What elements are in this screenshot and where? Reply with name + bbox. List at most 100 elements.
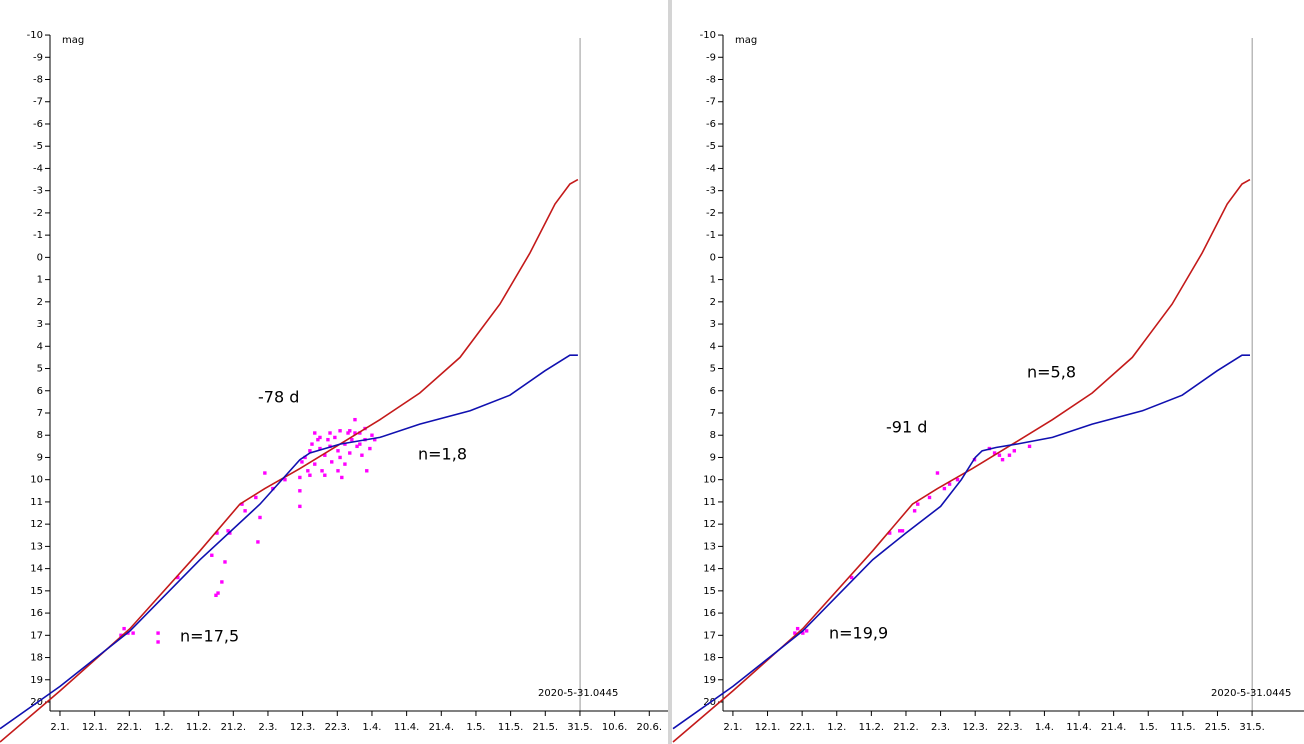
y-tick-label: 11 <box>30 497 43 508</box>
data-point <box>350 437 354 442</box>
y-tick-label: 9 <box>710 452 716 463</box>
y-tick-label: 4 <box>710 341 716 352</box>
data-point <box>935 471 940 475</box>
y-tick-label: 4 <box>37 341 43 352</box>
data-point <box>346 431 350 435</box>
data-point <box>373 437 377 442</box>
panel: -10-9-8-7-6-5-4-3-2-10123456789101112131… <box>672 30 1304 743</box>
x-tick-label: 1.4. <box>362 722 381 733</box>
x-tick-label: 21.5. <box>533 722 558 733</box>
y-tick-label: -2 <box>33 208 43 219</box>
data-point <box>355 444 359 449</box>
y-tick-label: -3 <box>33 186 43 197</box>
x-tick-label: 21.2. <box>221 722 246 733</box>
x-tick-label: 22.1. <box>789 722 814 733</box>
y-tick-label: 19 <box>30 675 43 686</box>
x-tick-label: 22.1. <box>117 722 142 733</box>
y-tick-label: 5 <box>710 364 716 375</box>
x-tick-label: 2.3. <box>931 722 950 733</box>
x-tick-label: 1.4. <box>1035 722 1054 733</box>
data-point <box>122 626 126 631</box>
y-tick-label: -5 <box>706 141 716 152</box>
data-point <box>900 529 905 533</box>
y-tick-label: 1 <box>37 275 43 286</box>
annotation: n=5,8 <box>1027 363 1076 382</box>
y-tick-label: 0 <box>710 252 716 263</box>
y-tick-label: -2 <box>706 208 716 219</box>
y-tick-label: 3 <box>37 319 43 330</box>
data-point <box>330 460 334 464</box>
data-point <box>348 451 352 455</box>
data-point <box>119 633 123 638</box>
data-point <box>1007 453 1012 457</box>
y-tick-label: -1 <box>33 230 43 241</box>
annotation: n=19,9 <box>829 624 888 643</box>
x-tick-label: 31.5. <box>567 722 592 733</box>
y-tick-label: 2 <box>37 297 43 308</box>
curve <box>672 354 1250 730</box>
y-tick-label: 7 <box>710 408 716 419</box>
y-tick-label: 13 <box>703 541 716 552</box>
data-point <box>226 529 230 533</box>
y-tick-label: -1 <box>706 230 716 241</box>
data-point <box>333 435 337 440</box>
y-tick-label: -9 <box>706 52 716 63</box>
y-tick-label: -7 <box>706 97 716 108</box>
y-tick-label: -9 <box>33 52 43 63</box>
y-tick-label: -6 <box>706 119 716 130</box>
data-point <box>338 429 342 433</box>
data-point <box>283 477 287 482</box>
y-tick-label: 19 <box>703 675 716 686</box>
data-point <box>804 629 809 633</box>
y-tick-label: 16 <box>30 608 43 619</box>
y-tick-label: 2 <box>710 297 716 308</box>
data-point <box>942 486 947 491</box>
data-point <box>927 495 932 500</box>
data-point <box>271 486 275 491</box>
x-tick-label: 20.6. <box>637 722 662 733</box>
y-tick-label: 17 <box>30 630 43 641</box>
data-point <box>313 462 317 466</box>
x-tick-label: 21.4. <box>429 722 454 733</box>
data-point <box>336 469 340 473</box>
y-tick-label: -8 <box>706 75 716 86</box>
data-point <box>795 626 800 631</box>
y-tick-label: 8 <box>37 430 43 441</box>
y-tick-label: 18 <box>30 653 43 664</box>
y-tick-label: 7 <box>37 408 43 419</box>
data-point <box>997 453 1002 457</box>
y-tick-label: 3 <box>710 319 716 330</box>
data-point <box>338 455 342 460</box>
y-tick-label: 10 <box>30 475 43 486</box>
y-tick-label: 10 <box>703 475 716 486</box>
data-point <box>353 417 357 422</box>
data-point <box>243 509 247 513</box>
y-tick-label: 14 <box>30 564 43 575</box>
y-tick-label: 1 <box>710 275 716 286</box>
data-point <box>214 593 218 597</box>
y-tick-label: 12 <box>30 519 43 530</box>
panel: -10-9-8-7-6-5-4-3-2-10123456789101112131… <box>0 30 668 743</box>
data-point <box>308 449 312 453</box>
data-point <box>916 502 920 506</box>
date-label: 2020-5-31.0445 <box>538 688 618 699</box>
data-point <box>343 462 347 466</box>
x-tick-label: 2.3. <box>258 722 277 733</box>
data-point <box>912 509 917 513</box>
y-tick-label: -6 <box>33 119 43 130</box>
x-tick-label: 2.1. <box>723 722 742 733</box>
data-point <box>313 431 317 435</box>
data-point <box>336 449 340 453</box>
y-tick-label: -5 <box>33 141 43 152</box>
data-point <box>360 453 364 457</box>
x-tick-label: 1.5. <box>466 722 485 733</box>
data-point <box>323 473 327 477</box>
data-point <box>370 433 374 437</box>
x-tick-label: 22.3. <box>997 722 1022 733</box>
y-axis-label: mag <box>735 35 757 46</box>
x-tick-label: 2.1. <box>50 722 69 733</box>
data-point <box>992 451 997 455</box>
x-tick-label: 21.2. <box>893 722 918 733</box>
x-tick-label: 22.3. <box>325 722 350 733</box>
